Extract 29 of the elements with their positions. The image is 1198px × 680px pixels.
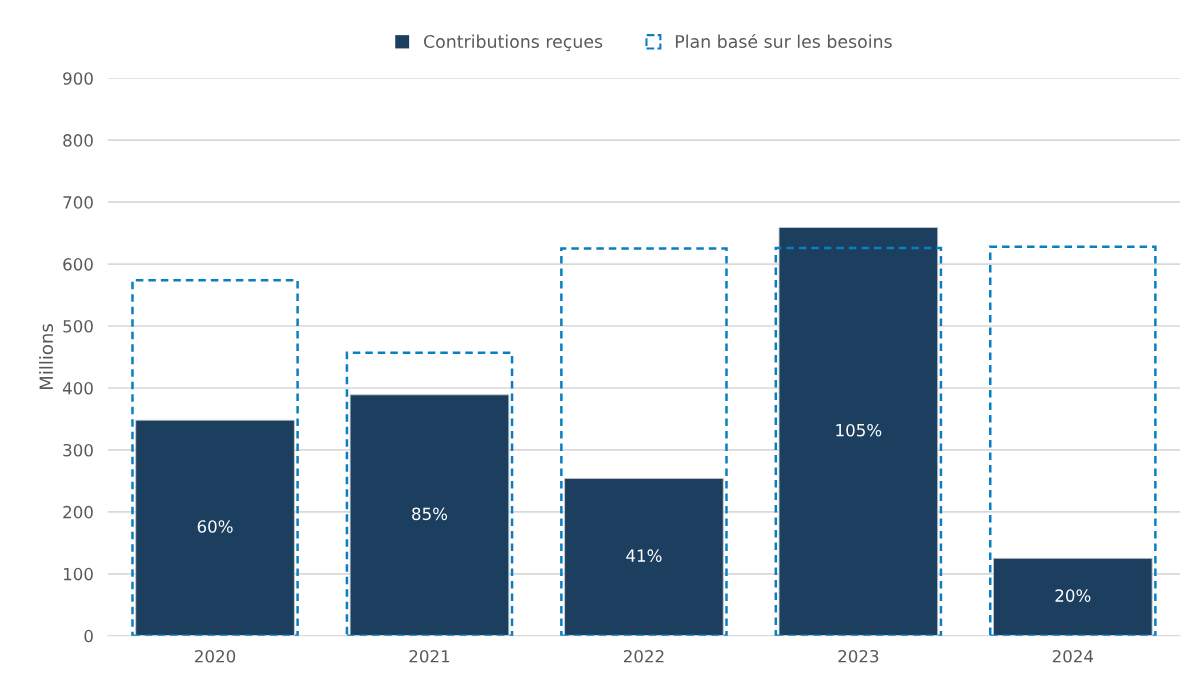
bar (993, 557, 1153, 636)
y-tick-label: 300 (63, 443, 93, 457)
bar (349, 394, 510, 636)
annotation: 85% (412, 507, 448, 521)
legend-label: Contributions reçues (423, 34, 603, 52)
annotation: 41% (626, 549, 662, 562)
y-tick-label: 800 (63, 134, 93, 147)
y-tick-label: 900 (63, 72, 93, 85)
annotation: 105% (836, 423, 882, 437)
y-tick-label: 200 (63, 505, 93, 519)
x-tick-label: 2022 (623, 649, 664, 663)
bar (989, 245, 1157, 636)
x-tick-label: 2021 (409, 649, 450, 663)
annotation: 60% (197, 520, 233, 533)
y-tick-label: 100 (63, 567, 93, 581)
y-tick-label: 0 (84, 629, 93, 643)
x-tick-label: 2023 (838, 649, 879, 663)
y-tick-label: 500 (63, 319, 93, 333)
legend-label: Plan basé sur les besoins (675, 33, 892, 49)
y-tick-label: 600 (63, 258, 93, 271)
y-axis-title: Millions (39, 324, 54, 389)
x-tick-label: 2024 (1052, 649, 1094, 663)
y-tick-label: 400 (62, 381, 93, 395)
x-tick-label: 2020 (195, 649, 236, 663)
annotation: 20% (1055, 589, 1091, 602)
bar (560, 247, 728, 636)
y-tick-label: 700 (63, 196, 93, 209)
bar (135, 419, 295, 636)
bar (564, 478, 724, 636)
